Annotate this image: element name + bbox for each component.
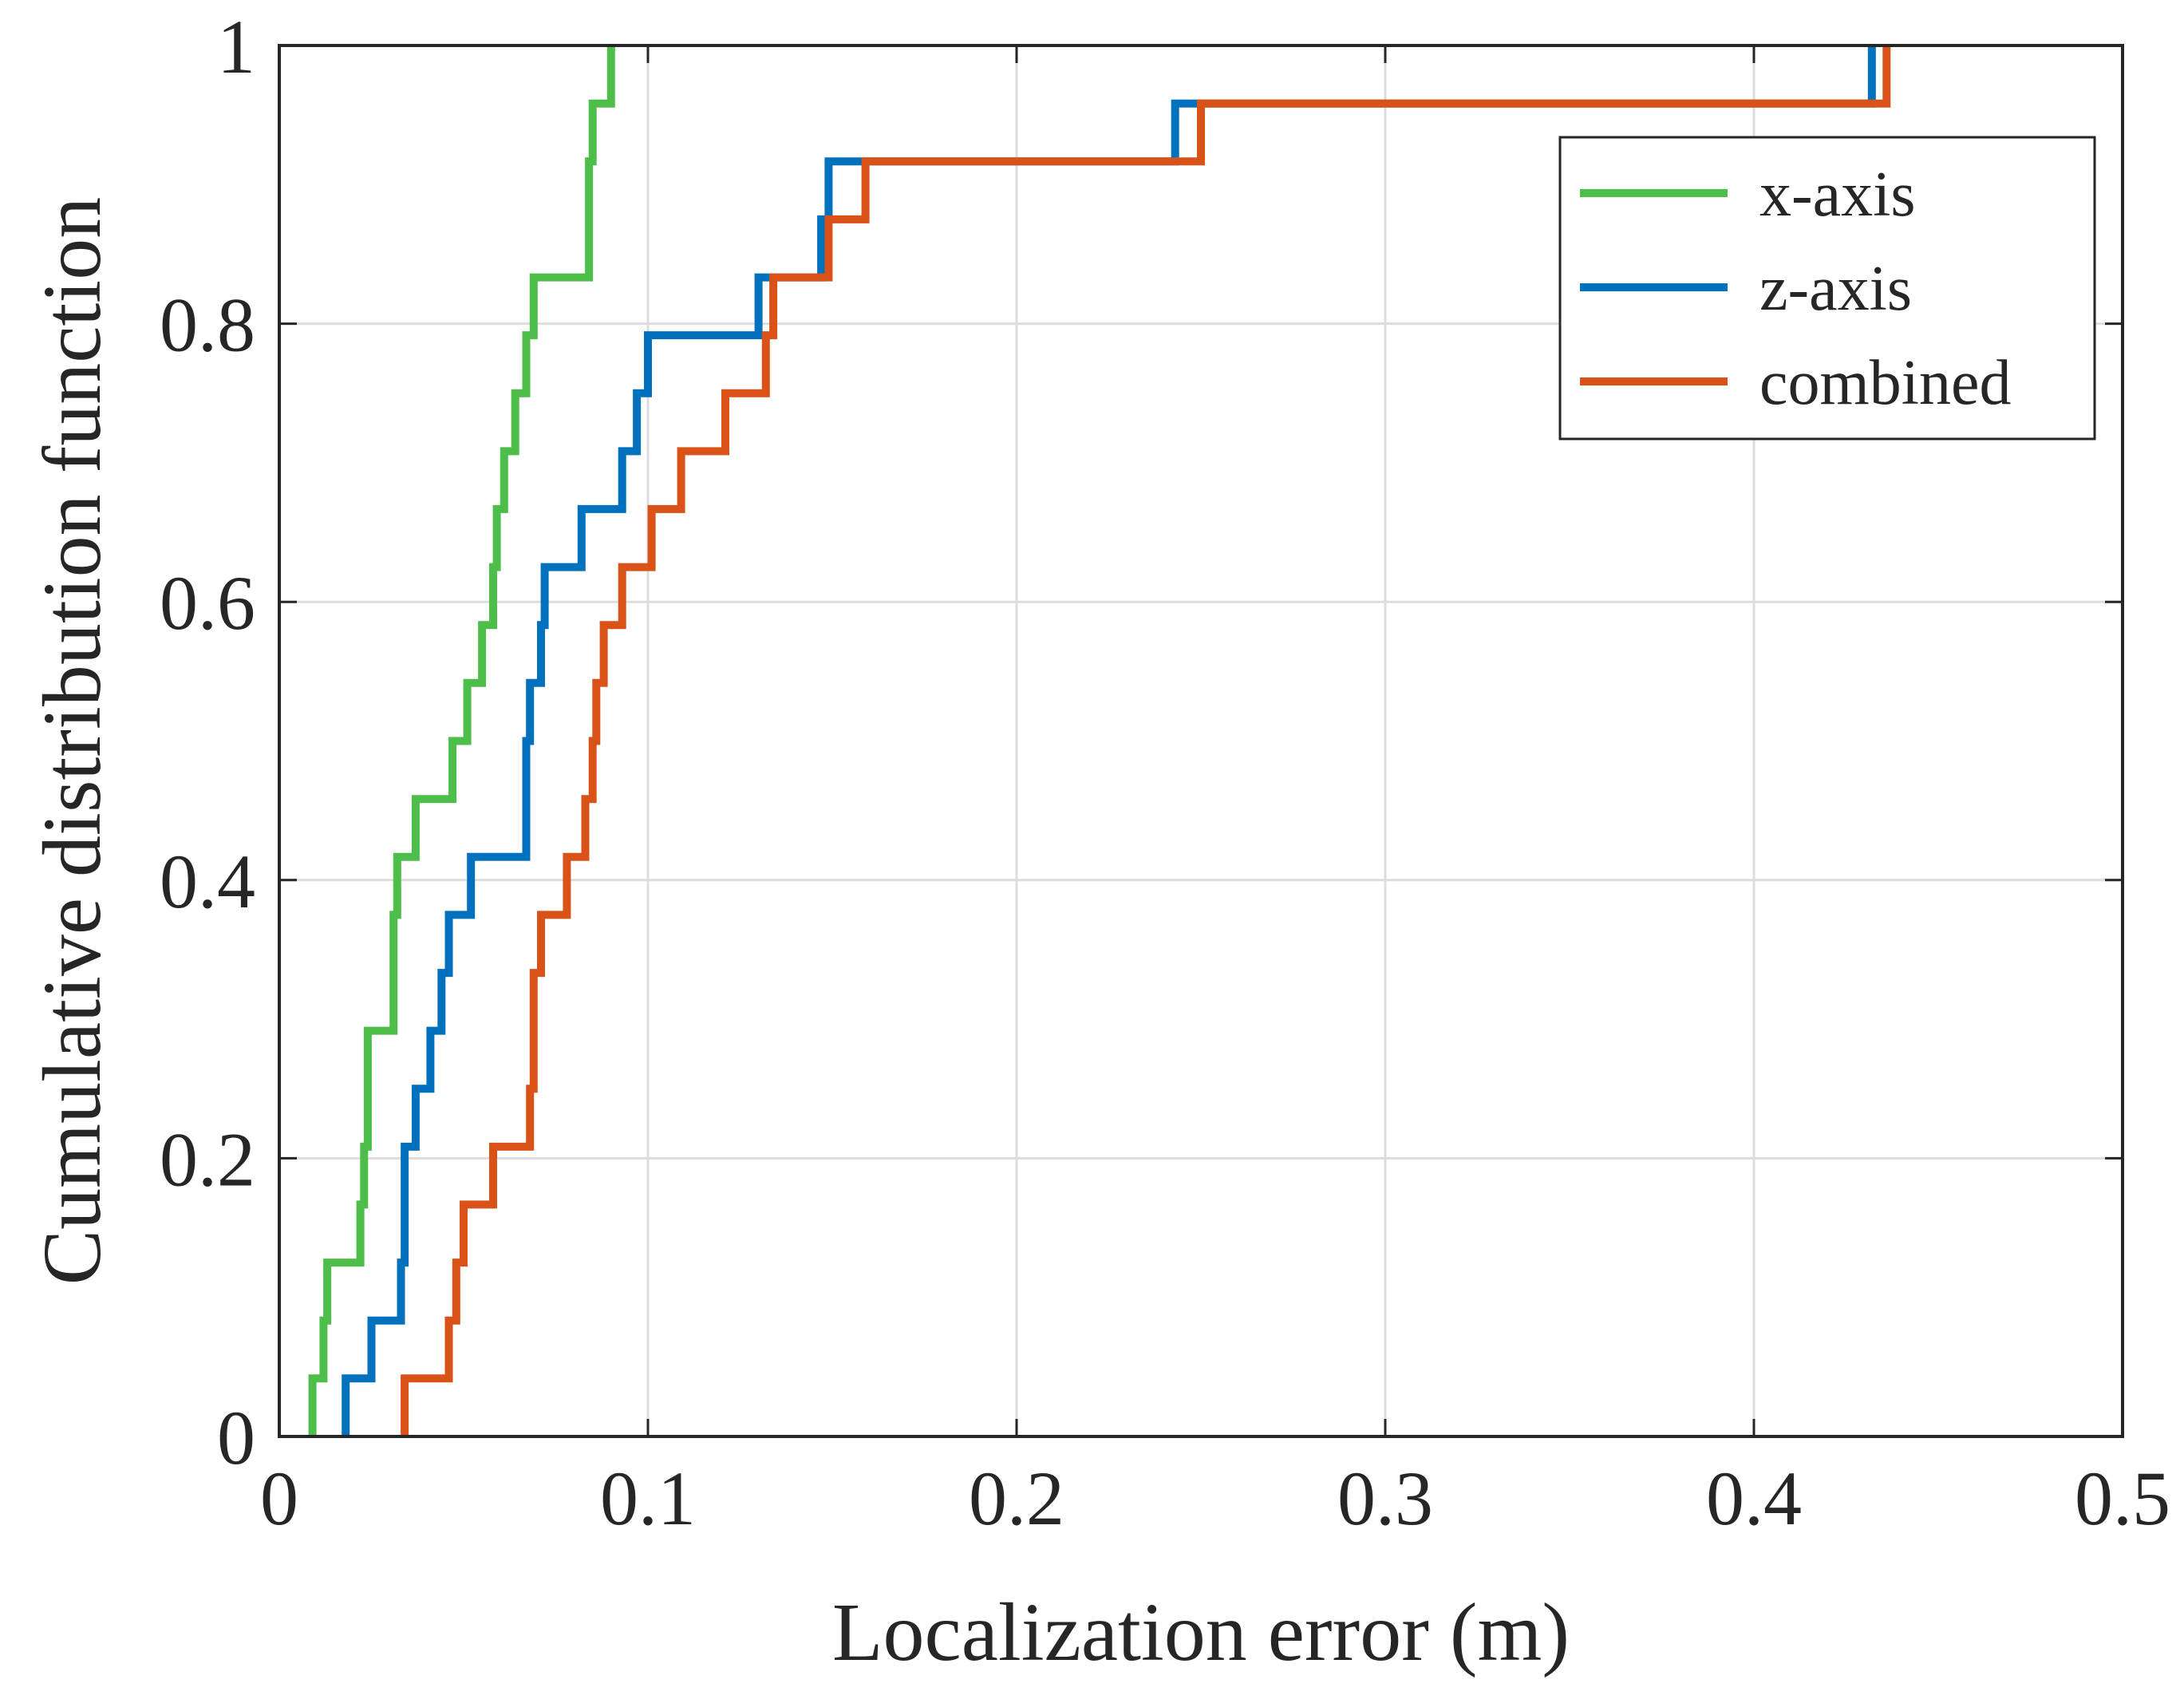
y-tick-label: 0 — [217, 1395, 255, 1480]
y-axis-title: Cumulative distribution function — [26, 197, 118, 1285]
axes-box — [278, 44, 2124, 1438]
x-axis-title: Localization error (m) — [832, 1586, 1570, 1678]
x-tick-label: 0.2 — [969, 1456, 1064, 1541]
tick-labels: 0 0.1 0.2 0.3 0.4 0.5 0 0.2 0.4 0.6 0.8 1 — [160, 4, 2170, 1541]
legend: x-axis z-axis combined — [1558, 136, 2096, 441]
y-tick-label: 0.2 — [160, 1116, 255, 1202]
x-tick-label: 0.5 — [2075, 1456, 2170, 1541]
y-tick-label: 1 — [217, 4, 255, 89]
y-tick-label: 0.4 — [160, 839, 255, 924]
series-line-x-axis — [308, 45, 615, 1436]
legend-label-x-axis: x-axis — [1759, 160, 1916, 230]
legend-label-combined: combined — [1759, 348, 2011, 418]
tick-marks — [278, 44, 2124, 1438]
x-tick-label: 0.1 — [600, 1456, 696, 1541]
y-tick-label: 0.8 — [160, 283, 255, 368]
x-tick-label: 0 — [260, 1456, 298, 1541]
series-layer — [308, 45, 1891, 1436]
series-line-combined — [401, 45, 1891, 1436]
legend-label-z-axis: z-axis — [1759, 254, 1912, 324]
x-tick-label: 0.4 — [1706, 1456, 1802, 1541]
y-tick-label: 0.6 — [160, 560, 255, 646]
x-tick-label: 0.3 — [1337, 1456, 1433, 1541]
